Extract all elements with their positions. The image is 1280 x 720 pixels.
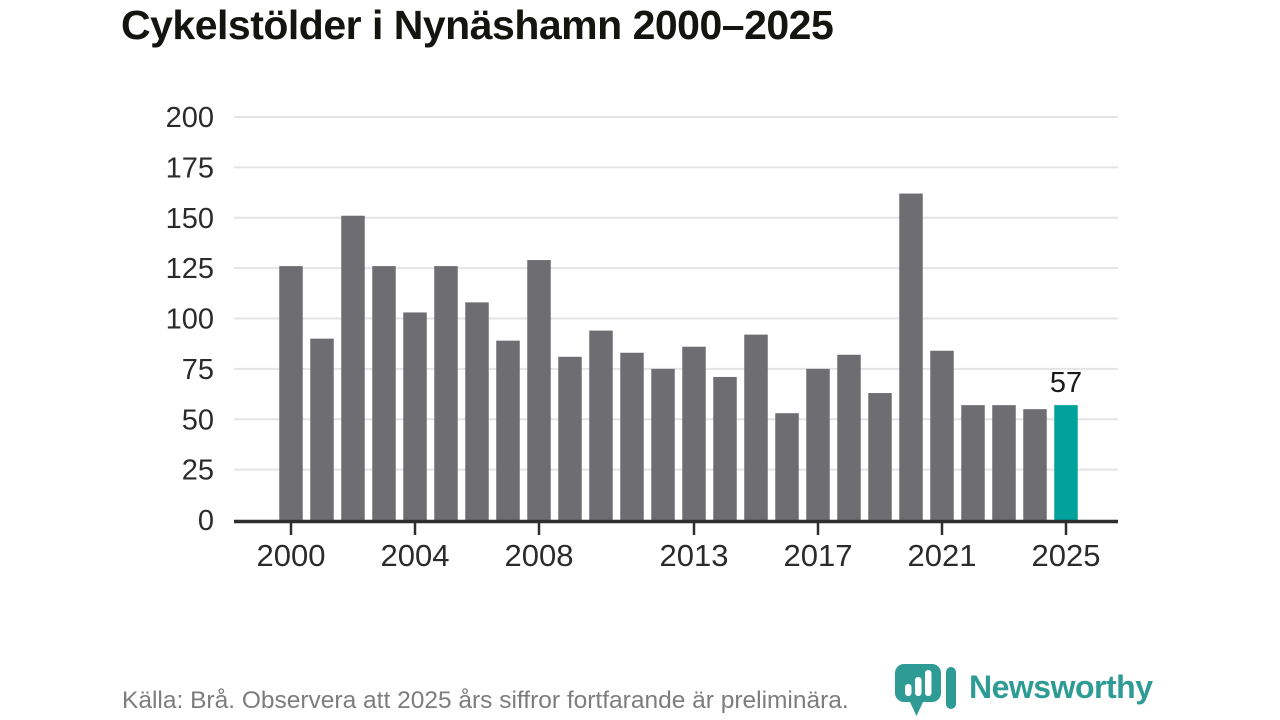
highlight-value-label: 57 bbox=[1050, 367, 1082, 399]
source-note: Källa: Brå. Observera att 2025 års siffr… bbox=[122, 687, 849, 714]
logo-bar-tall bbox=[925, 670, 932, 696]
bar-2019 bbox=[868, 393, 892, 520]
y-axis-label-150: 150 bbox=[166, 203, 214, 235]
bar-2017 bbox=[806, 368, 830, 520]
x-axis-label-2021: 2021 bbox=[908, 538, 977, 573]
bar-2003 bbox=[372, 266, 396, 520]
newsworthy-logo: Newsworthy bbox=[892, 662, 1153, 720]
y-axis-label-125: 125 bbox=[166, 253, 214, 285]
x-axis-label-2000: 2000 bbox=[257, 538, 326, 573]
x-axis-label-2013: 2013 bbox=[660, 538, 729, 573]
bar-2004 bbox=[403, 312, 427, 520]
bar-2022 bbox=[961, 405, 985, 520]
x-axis-label-2008: 2008 bbox=[505, 538, 574, 573]
bar-2016 bbox=[775, 413, 799, 520]
newsworthy-wordmark: Newsworthy bbox=[969, 669, 1153, 705]
logo-accent-bar bbox=[946, 667, 956, 709]
bar-2001 bbox=[310, 338, 334, 520]
y-axis-label-0: 0 bbox=[198, 505, 214, 537]
bar-2014 bbox=[713, 376, 737, 520]
bar-2006 bbox=[465, 302, 489, 520]
bar-2008 bbox=[527, 260, 551, 520]
chart-title: Cykelstölder i Nynäshamn 2000–2025 bbox=[121, 2, 834, 48]
bar-2012 bbox=[651, 368, 675, 520]
y-axis-label-200: 200 bbox=[166, 102, 214, 134]
x-axis-label-2025: 2025 bbox=[1032, 538, 1101, 573]
newsworthy-icon bbox=[895, 664, 956, 716]
bar-2007 bbox=[496, 340, 520, 520]
bar-2013 bbox=[682, 346, 706, 520]
bar-2015 bbox=[744, 334, 768, 520]
bar-2023 bbox=[992, 405, 1016, 520]
bar-2024 bbox=[1023, 409, 1047, 520]
y-axis-label-25: 25 bbox=[182, 455, 214, 487]
bar-2020 bbox=[899, 193, 923, 520]
bar-2009 bbox=[558, 356, 582, 520]
bar-2021 bbox=[930, 350, 954, 520]
x-axis-label-2017: 2017 bbox=[784, 538, 853, 573]
bar-2002 bbox=[341, 215, 365, 521]
y-axis-label-75: 75 bbox=[182, 354, 214, 386]
bar-2011 bbox=[620, 352, 644, 520]
logo-bar-short bbox=[905, 684, 912, 696]
x-axis-label-2004: 2004 bbox=[381, 538, 450, 573]
logo-bar-medium bbox=[915, 677, 922, 696]
bar-2005 bbox=[434, 266, 458, 520]
bar-2000 bbox=[279, 266, 303, 520]
bar-2018 bbox=[837, 354, 861, 520]
y-axis-label-100: 100 bbox=[166, 304, 214, 336]
y-axis-label-175: 175 bbox=[166, 152, 214, 184]
bar-2025 bbox=[1054, 405, 1078, 520]
bar-2010 bbox=[589, 330, 613, 520]
y-axis-label-50: 50 bbox=[182, 404, 214, 436]
